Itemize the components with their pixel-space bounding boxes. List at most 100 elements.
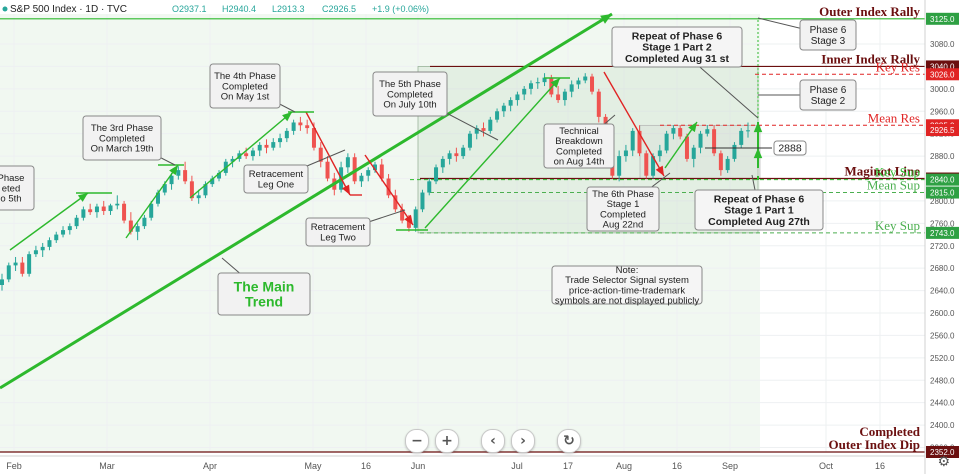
candle-body: [461, 147, 466, 157]
candle-body: [47, 240, 52, 247]
scroll-left-button[interactable]: ‹: [481, 429, 505, 453]
chart-navigation-toolbar: − + ‹ › ↻: [405, 429, 581, 453]
candle-body: [549, 77, 554, 95]
level-label: Mean Sup: [867, 178, 920, 193]
candle-body: [352, 157, 357, 182]
candle-body: [27, 254, 32, 274]
candle-body: [440, 158, 445, 168]
ohlc-value: H2940.4: [222, 4, 256, 14]
callout-repeat-part2-text: Repeat of Phase 6 Stage 1 Part 2 Completed…: [625, 30, 730, 65]
candle-body: [413, 209, 418, 228]
candle-body: [535, 82, 540, 84]
candle-body: [189, 181, 194, 199]
candle-body: [305, 125, 310, 129]
x-tick-label: Sep: [722, 461, 738, 471]
callout-main-trend-text: The Main Trend: [234, 278, 295, 309]
candle-body: [115, 203, 120, 206]
callout-phase4-box: [209, 63, 281, 109]
target-2888-box: [773, 140, 807, 156]
candle-body: [522, 88, 527, 95]
candle-body: [556, 94, 561, 101]
candle-body: [474, 128, 479, 134]
callout-stage3-box: [799, 19, 857, 51]
candle-body: [671, 128, 676, 134]
candle-body: [40, 246, 45, 251]
y-tick-label: 2440.0: [930, 399, 955, 408]
candle-body: [264, 144, 269, 148]
phase-up-arrow: [424, 77, 561, 229]
price-badge-label: 2815.0: [930, 189, 955, 198]
ohlc-value: L2913.3: [272, 4, 305, 14]
price-badge-label: 3026.0: [930, 70, 955, 79]
candle-body: [128, 220, 133, 232]
callout-breakdown-box: [543, 123, 615, 169]
y-tick-label: 2760.0: [930, 219, 955, 228]
callout-stage3-text: Phase 6 Stage 3: [810, 25, 847, 47]
candle-body: [318, 147, 323, 162]
candle-body: [0, 279, 4, 285]
callout-phase6-text: The 6th Phase Stage 1 Completed Aug 22nd: [592, 189, 654, 231]
zoom-out-button[interactable]: −: [405, 429, 429, 453]
candle-body: [169, 175, 174, 185]
x-tick-label: 16: [361, 461, 371, 471]
price-badge: [926, 186, 959, 199]
y-tick-label: 3080.0: [930, 40, 955, 49]
y-tick-label: 2880.0: [930, 152, 955, 161]
y-tick-label: 2960.0: [930, 107, 955, 116]
candle-body: [718, 153, 723, 171]
candle-body: [359, 175, 364, 182]
level-label: Maginot Line: [845, 164, 921, 179]
y-tick-label: 2720.0: [930, 242, 955, 251]
candle-body: [427, 181, 432, 193]
phase-up-arrow-head: [688, 122, 697, 133]
callout-retrace1-text: Retracement Leg One: [249, 169, 304, 190]
y-tick-label: 2680.0: [930, 264, 955, 273]
candle-body: [196, 195, 201, 199]
zoom-in-button[interactable]: +: [435, 429, 459, 453]
x-tick-label: 17: [563, 461, 573, 471]
callout-phase4-text: The 4th Phase Completed On May 1st: [214, 71, 276, 103]
candle-body: [291, 122, 296, 131]
ohlc-value: +1.9 (+0.06%): [372, 4, 429, 14]
status-dot: [2, 6, 8, 12]
gear-icon[interactable]: ⚙: [937, 454, 950, 470]
candle-body: [746, 130, 750, 132]
projection-arrow-up-head: [753, 122, 763, 133]
price-badge-label: 2840.0: [930, 176, 955, 185]
candle-body: [630, 130, 635, 151]
level-label: Mean Res: [868, 110, 920, 125]
candle-body: [664, 133, 669, 151]
candle-body: [420, 192, 425, 210]
level-label: Key Res: [876, 59, 920, 74]
candle-body: [244, 153, 249, 157]
phase-up-arrow: [189, 111, 293, 199]
x-tick-label: Feb: [6, 461, 22, 471]
y-tick-label: 3000.0: [930, 85, 955, 94]
level-label: Completed Outer Index Dip: [829, 424, 921, 452]
reset-chart-button[interactable]: ↻: [557, 429, 581, 453]
price-badge-label: 2926.5: [930, 126, 955, 135]
candle-body: [732, 144, 737, 159]
candle-body: [271, 142, 276, 148]
candle-body: [155, 192, 160, 204]
price-badge-label: 3125.0: [930, 15, 955, 24]
y-tick-label: 2800.0: [930, 197, 955, 206]
callout-repeat-part2-box: [611, 26, 743, 68]
candle-body: [298, 122, 303, 126]
candle-body: [447, 153, 452, 159]
candle-body: [406, 220, 411, 228]
phase-up-arrow: [125, 164, 179, 239]
candle-body: [617, 156, 622, 176]
candle-body: [108, 205, 113, 212]
candle-body: [278, 138, 283, 143]
scroll-right-button[interactable]: ›: [511, 429, 535, 453]
candle-body: [54, 234, 59, 241]
candle-body: [739, 130, 744, 145]
candle-body: [183, 170, 188, 182]
price-badge-label: 3040.0: [930, 62, 955, 71]
candle-body: [691, 147, 696, 159]
price-badge: [926, 68, 959, 81]
candle-body: [657, 150, 662, 157]
y-tick-label: 2480.0: [930, 376, 955, 385]
